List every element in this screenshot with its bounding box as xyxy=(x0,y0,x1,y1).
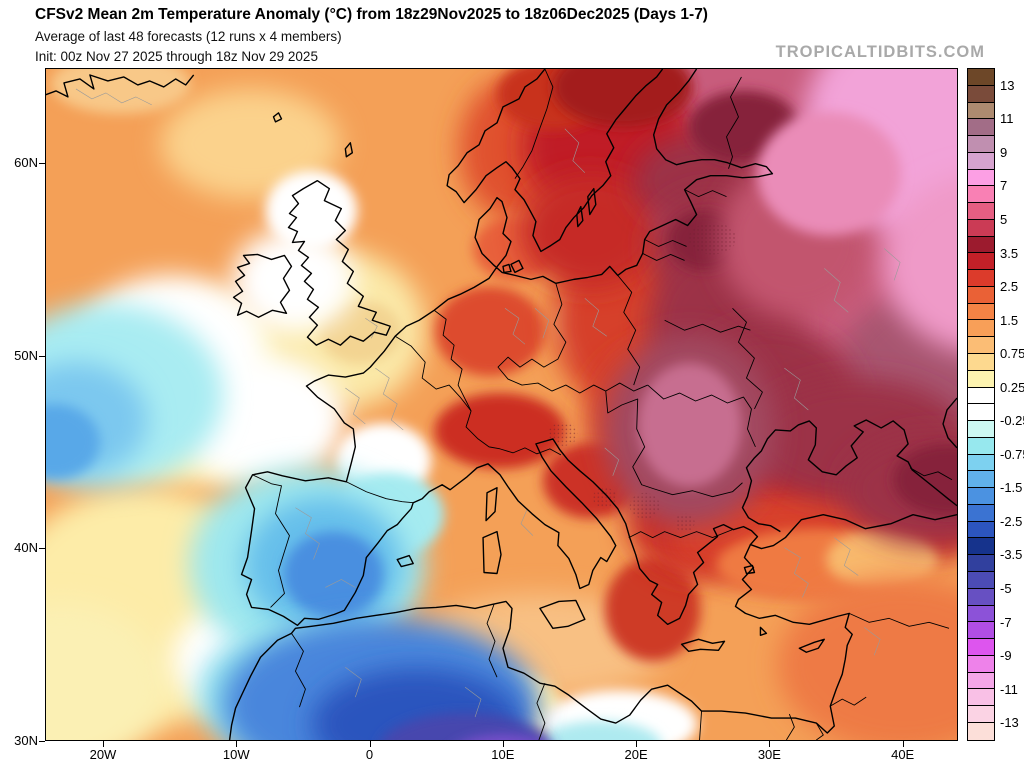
country-borders xyxy=(252,69,953,740)
lon-tick-label: 0 xyxy=(365,747,374,762)
colorbar-cell xyxy=(968,521,994,539)
colorbar-cell xyxy=(968,370,994,388)
stipple-overlay xyxy=(547,222,737,532)
page-subtitle: Average of last 48 forecasts (12 runs x … xyxy=(35,29,342,44)
colorbar-tick-label: -13 xyxy=(1000,715,1019,731)
colorbar-cell xyxy=(968,136,994,153)
colorbar-cell xyxy=(968,102,994,120)
colorbar-tick-label: 0.25 xyxy=(1000,379,1024,395)
lat-tick-mark xyxy=(39,162,45,164)
lon-tick-mark xyxy=(102,741,104,747)
colorbar-cell xyxy=(968,689,994,707)
colorbar-tick-label: -7 xyxy=(1000,614,1012,630)
lon-tick-label: 30E xyxy=(757,747,781,762)
colorbar-tick-label: -3.5 xyxy=(1000,547,1023,563)
colorbar-tick-label: 13 xyxy=(1000,77,1015,93)
colorbar-cell xyxy=(968,320,994,338)
lat-tick-mark xyxy=(39,548,45,550)
colorbar-tick-label: 2.5 xyxy=(1000,279,1019,295)
map-canvas xyxy=(45,68,958,741)
colorbar-cell xyxy=(968,437,994,455)
anomaly-field xyxy=(46,69,957,740)
lon-tick-mark xyxy=(236,741,238,747)
lon-tick-mark xyxy=(636,741,638,747)
colorbar-tick-label: -0.75 xyxy=(1000,446,1024,462)
colorbar-cell xyxy=(968,236,994,254)
colorbar-tick-label: 7 xyxy=(1000,178,1008,194)
colorbar-cell xyxy=(968,387,994,405)
colorbar-cell xyxy=(968,270,994,287)
anomaly-map-svg xyxy=(46,69,957,740)
admin-boundaries xyxy=(75,88,901,718)
colorbar-cell xyxy=(968,421,994,438)
colorbar-tick-label: -5 xyxy=(1000,581,1012,597)
colorbar-cell xyxy=(968,488,994,505)
colorbar-tick-label: 0.75 xyxy=(1000,346,1024,362)
colorbar-cell xyxy=(968,69,994,86)
colorbar-cell xyxy=(968,152,994,170)
coastlines xyxy=(46,69,957,740)
colorbar-cell xyxy=(968,404,994,422)
colorbar-cell xyxy=(968,706,994,723)
lat-tick-mark xyxy=(39,741,45,742)
lon-tick-mark xyxy=(502,741,504,747)
colorbar-cell xyxy=(968,605,994,623)
colorbar-cell xyxy=(968,538,994,556)
lat-tick-label: 50N xyxy=(14,347,38,363)
colorbar-tick-label: -9 xyxy=(1000,648,1012,664)
lat-tick-label: 60N xyxy=(14,154,38,170)
init-line: Init: 00z Nov 27 2025 through 18z Nov 29… xyxy=(35,49,318,64)
tropicaltidbits-watermark: TROPICALTIDBITS.COM xyxy=(775,43,985,61)
colorbar-tick-label: -0.25 xyxy=(1000,413,1024,429)
lon-tick-mark xyxy=(369,741,371,747)
colorbar-cell xyxy=(968,454,994,472)
colorbar-cell xyxy=(968,85,994,103)
colorbar-cell xyxy=(968,354,994,371)
page-title: CFSv2 Mean 2m Temperature Anomaly (°C) f… xyxy=(35,6,708,23)
lat-tick-label: 30N xyxy=(14,733,38,748)
colorbar-cell xyxy=(968,639,994,656)
colorbar-tick-label: 1.5 xyxy=(1000,312,1019,328)
colorbar-tick-label: 11 xyxy=(1000,111,1014,127)
lon-tick-label: 20W xyxy=(89,747,117,762)
colorbar-tick-label: -1.5 xyxy=(1000,480,1023,496)
colorbar-cell xyxy=(968,471,994,489)
colorbar-cell xyxy=(968,253,994,271)
colorbar xyxy=(967,68,995,741)
colorbar-cell xyxy=(968,655,994,673)
colorbar-cell xyxy=(968,722,994,740)
colorbar-tick-label: 9 xyxy=(1000,144,1008,160)
colorbar-cell xyxy=(968,337,994,355)
colorbar-cell xyxy=(968,588,994,606)
lon-tick-label: 40E xyxy=(891,747,915,762)
lat-tick-label: 40N xyxy=(14,540,38,556)
colorbar-cell xyxy=(968,571,994,589)
colorbar-tick-label: -11 xyxy=(1000,681,1018,697)
colorbar-tick-label: 5 xyxy=(1000,211,1008,227)
colorbar-cell xyxy=(968,203,994,220)
lon-tick-label: 10E xyxy=(491,747,515,762)
colorbar-cell xyxy=(968,555,994,572)
lon-tick-label: 10W xyxy=(222,747,250,762)
colorbar-cell xyxy=(968,286,994,304)
colorbar-cell xyxy=(968,119,994,137)
colorbar-cell xyxy=(968,169,994,187)
lon-tick-label: 20E xyxy=(624,747,648,762)
colorbar-cell xyxy=(968,672,994,690)
colorbar-tick-label: 3.5 xyxy=(1000,245,1019,261)
lat-tick-mark xyxy=(39,355,45,357)
lon-tick-mark xyxy=(769,741,771,747)
colorbar-cell xyxy=(968,219,994,237)
colorbar-cell xyxy=(968,303,994,321)
colorbar-cell xyxy=(968,186,994,204)
colorbar-cell xyxy=(968,622,994,640)
colorbar-tick-label: -2.5 xyxy=(1000,513,1023,529)
colorbar-cell xyxy=(968,504,994,522)
lon-tick-mark xyxy=(902,741,904,747)
